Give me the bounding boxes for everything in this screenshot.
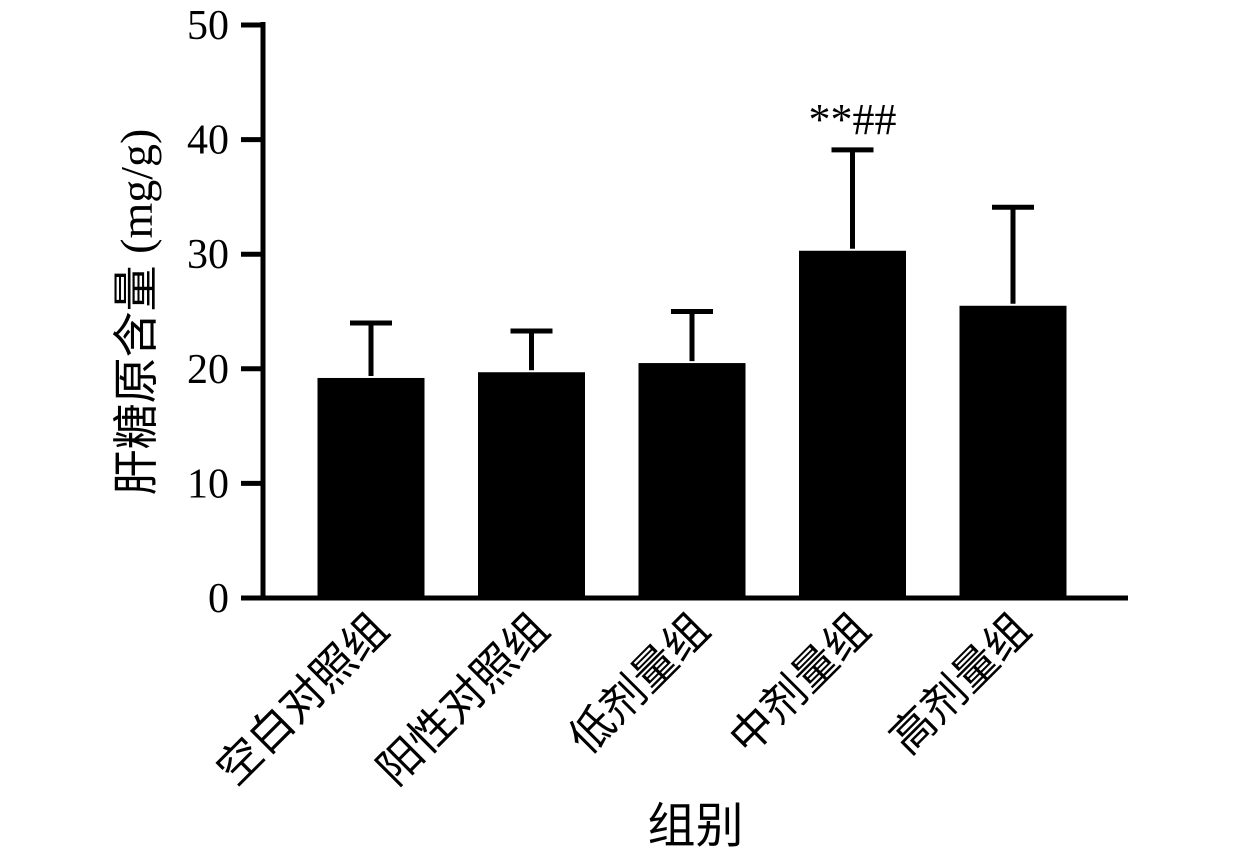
y-tick-label: 30 — [187, 232, 229, 278]
y-tick-label: 40 — [187, 118, 229, 164]
bar — [959, 305, 1067, 598]
bar — [478, 372, 585, 598]
x-tick-label: 高剂量组 — [881, 604, 1040, 763]
x-tick-label: 空白对照组 — [208, 604, 398, 794]
bar — [317, 377, 425, 598]
y-axis-title: 肝糖原含量 (mg/g) — [111, 129, 162, 496]
x-tick-label: 低剂量组 — [560, 604, 719, 763]
x-tick-label: 阳性对照组 — [368, 604, 558, 794]
bar — [638, 363, 746, 598]
y-tick-label: 0 — [208, 576, 229, 622]
x-tick-label: 中剂量组 — [720, 604, 879, 763]
y-tick-label: 10 — [187, 461, 229, 507]
bar — [799, 250, 906, 598]
y-tick-label: 20 — [187, 347, 229, 393]
y-tick-label: 50 — [187, 3, 229, 49]
significance-annotation: **## — [809, 95, 897, 144]
x-axis-title: 组别 — [647, 800, 743, 853]
